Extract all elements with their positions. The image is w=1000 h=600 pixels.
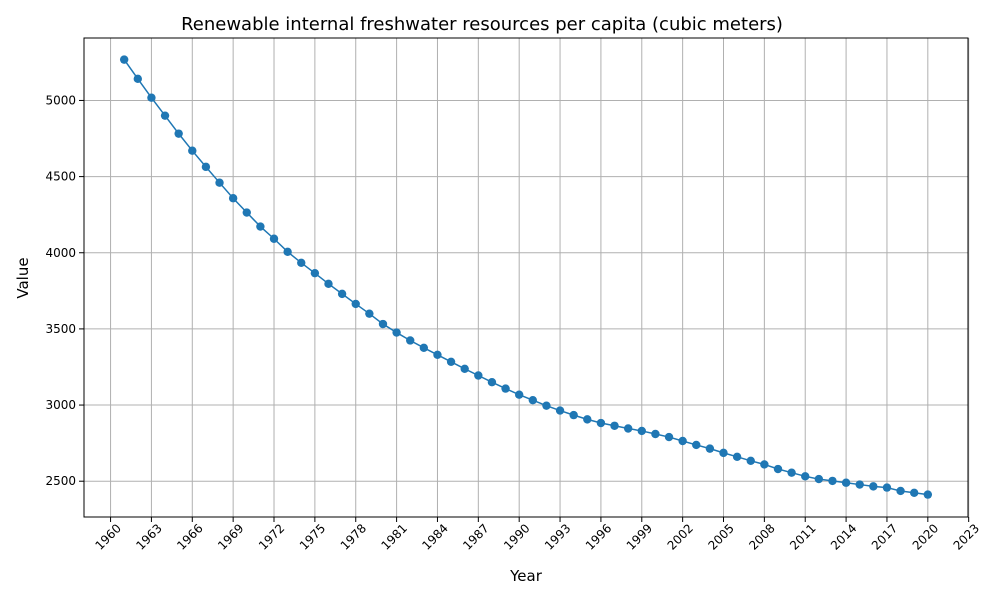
data-point — [256, 222, 265, 231]
data-point — [228, 194, 238, 203]
x-tick-label: 1990 — [501, 521, 532, 552]
x-tick-label: 1972 — [256, 521, 287, 552]
x-tick-label: 2002 — [665, 521, 696, 552]
data-point — [746, 456, 755, 465]
axis-ticks: 1960 1963 1966 1969 1972 1975 1978 1981 1984 1987… — [45, 93, 982, 552]
data-point — [351, 299, 360, 309]
y-tick-label: 5000 — [45, 93, 76, 107]
data-point — [242, 208, 251, 217]
data-point — [188, 146, 197, 155]
data-point — [392, 328, 401, 337]
x-tick-label: 2008 — [746, 521, 777, 552]
data-point — [474, 371, 483, 380]
data-point — [487, 378, 497, 387]
data-point — [406, 336, 415, 345]
data-point — [732, 452, 742, 462]
x-tick-label: 1987 — [460, 521, 491, 552]
data-point — [882, 483, 892, 492]
grid-lines — [84, 38, 970, 517]
data-point — [623, 424, 633, 433]
y-tick-label: 3000 — [45, 398, 76, 412]
data-point — [160, 111, 170, 120]
data-point — [896, 486, 905, 496]
x-tick-label: 1963 — [133, 521, 164, 552]
plot-frame — [83, 37, 969, 518]
x-tick-label: 2014 — [828, 521, 859, 552]
data-point — [841, 478, 851, 487]
data-point — [923, 490, 933, 499]
x-tick-label: 1969 — [215, 521, 246, 552]
y-axis-label: Value — [14, 257, 32, 298]
data-point — [324, 279, 333, 289]
data-point — [501, 384, 510, 393]
x-tick-label: 1981 — [379, 521, 410, 552]
x-axis-label: Year — [509, 567, 543, 585]
data-points — [119, 55, 933, 499]
x-tick-label: 2020 — [910, 521, 941, 552]
data-point — [869, 482, 878, 491]
data-point — [773, 464, 783, 474]
chart-title: Renewable internal freshwater resources … — [181, 14, 783, 35]
x-tick-label: 1993 — [542, 521, 573, 552]
x-tick-label: 1996 — [583, 521, 614, 552]
data-point — [555, 406, 565, 415]
x-tick-label: 1966 — [174, 521, 205, 552]
x-tick-label: 2017 — [869, 521, 900, 552]
data-point — [909, 488, 919, 497]
data-point — [855, 480, 864, 489]
data-point — [147, 93, 156, 102]
data-point — [337, 289, 347, 299]
y-tick-label: 4500 — [45, 170, 76, 184]
data-point — [119, 55, 129, 64]
data-point — [269, 234, 279, 243]
data-point — [514, 390, 524, 399]
y-tick-label: 3500 — [45, 322, 76, 336]
data-point — [705, 444, 715, 453]
data-point — [174, 129, 183, 138]
data-point — [433, 350, 442, 359]
data-point — [637, 426, 646, 436]
data-point — [419, 343, 429, 352]
data-point — [583, 415, 592, 424]
data-point — [365, 309, 374, 318]
data-point — [310, 268, 320, 278]
data-point — [528, 395, 538, 405]
data-point — [664, 432, 674, 442]
data-point — [678, 436, 687, 446]
data-point — [651, 429, 660, 439]
x-tick-label: 1984 — [419, 521, 450, 552]
data-point — [297, 258, 306, 268]
data-point — [460, 364, 469, 374]
data-point — [378, 319, 388, 329]
data-point — [828, 476, 837, 486]
data-point — [814, 474, 824, 484]
x-tick-label: 1975 — [297, 521, 328, 552]
data-point — [787, 468, 796, 477]
series-line — [123, 59, 928, 496]
data-point — [760, 460, 769, 469]
y-tick-label: 2500 — [45, 474, 76, 488]
y-tick-label: 4000 — [45, 246, 76, 260]
x-tick-label: 1978 — [338, 521, 369, 552]
data-point — [283, 247, 292, 257]
x-tick-label: 1960 — [92, 521, 123, 552]
data-point — [542, 401, 551, 410]
data-point — [610, 421, 619, 430]
x-tick-label: 1999 — [624, 521, 655, 552]
x-tick-label: 2011 — [787, 521, 818, 552]
x-tick-label: 2023 — [951, 521, 982, 552]
data-point — [446, 357, 456, 367]
data-point — [133, 74, 143, 84]
data-point — [692, 440, 701, 450]
data-point — [569, 410, 578, 420]
data-point — [201, 162, 211, 172]
data-point — [719, 448, 728, 458]
x-tick-label: 2005 — [705, 521, 736, 552]
data-point — [215, 178, 224, 187]
data-point — [596, 418, 606, 428]
data-point — [801, 472, 810, 481]
